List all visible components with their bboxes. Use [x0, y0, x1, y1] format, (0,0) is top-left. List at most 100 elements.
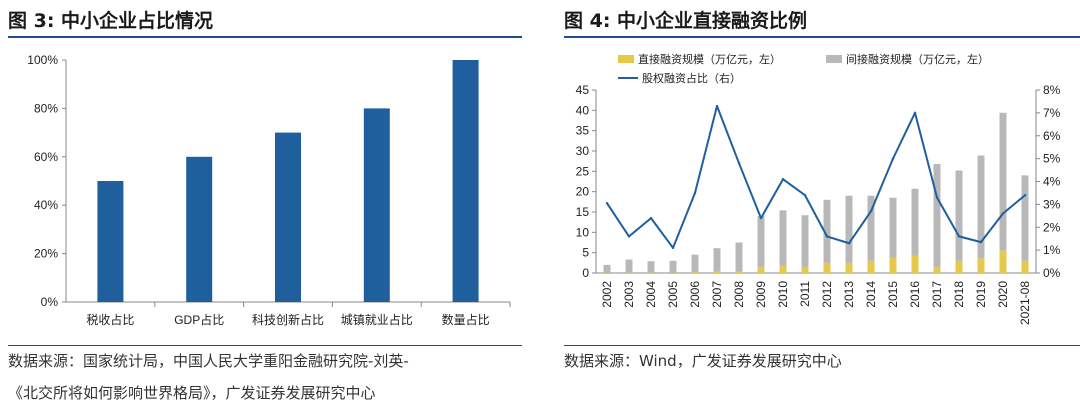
direct-bar: [977, 258, 985, 273]
indirect-bar: [603, 264, 611, 273]
indirect-bar: [779, 210, 787, 266]
right-source-line: 数据来源：Wind，广发证券发展研究中心: [564, 352, 842, 370]
direct-bar: [823, 262, 831, 273]
left-x-tick-label: 城镇就业占比: [341, 312, 413, 327]
left-source-line-1: 数据来源：国家统计局，中国人民大学重阳金融研究院-刘英-: [8, 352, 409, 370]
indirect-bar: [911, 188, 919, 256]
right-x-tick-label: 2005: [666, 281, 680, 308]
left-y-tick-label: 60%: [34, 150, 58, 164]
equity-ratio-point: [671, 246, 675, 250]
right-x-tick-label: 2009: [754, 281, 768, 308]
equity-ratio-point: [649, 216, 653, 220]
right-x-tick-label: 2003: [622, 281, 636, 308]
equity-ratio-point: [891, 157, 895, 160]
equity-ratio-point: [935, 196, 939, 199]
equity-ratio-point: [979, 240, 983, 244]
left-bar: [275, 132, 301, 302]
equity-ratio-point: [737, 162, 741, 165]
indirect-bar: [735, 242, 743, 272]
equity-ratio-point: [781, 178, 785, 181]
left-axis-tick-label: 45: [576, 83, 590, 97]
left-title-rule: [8, 36, 522, 38]
right-combo-chart: 直接融资规模（万亿元，左） 间接融资规模（万亿元，左） 股权融资占比（右） 0 5 10 1…: [576, 52, 1061, 325]
equity-ratio-point: [759, 216, 763, 220]
direct-bar: [845, 262, 853, 273]
direct-bar: [735, 271, 743, 273]
left-x-tick-label: 数量占比: [442, 312, 490, 327]
left-axis-tick-label: 0: [582, 266, 589, 280]
left-axis-tick-label: 35: [576, 124, 590, 138]
indirect-bar: [713, 248, 721, 271]
equity-ratio-point: [605, 202, 609, 205]
indirect-bar: [669, 260, 677, 273]
indirect-bar: [757, 216, 765, 267]
left-source-rule: [8, 345, 522, 346]
indirect-bar: [977, 155, 985, 259]
right-figure-panel: 图 4: 中小企业直接融资比例 直接融资规模（万亿元，左） 间接融资规模（万亿元，…: [556, 0, 1080, 413]
right-axis-tick-label: 4%: [1043, 175, 1061, 189]
left-y-tick-label: 20%: [34, 247, 58, 261]
indirect-bar: [823, 199, 831, 263]
right-x-tick-label: 2008: [732, 281, 746, 308]
right-axis-tick-label: 7%: [1043, 106, 1061, 120]
indirect-bar: [801, 215, 809, 267]
left-figure-panel: 图 3: 中小企业占比情况 0% 20% 40% 60% 80% 100% 税收占比 GDP占…: [0, 0, 530, 413]
right-x-tick-label: 2019: [974, 281, 988, 308]
direct-bar: [801, 266, 809, 273]
indirect-bar: [647, 261, 655, 273]
left-y-tick-label: 80%: [34, 101, 58, 115]
legend-equity-label: 股权融资占比（右）: [642, 71, 741, 85]
left-y-tick-label: 0%: [41, 295, 59, 309]
left-axis-tick-label: 15: [576, 205, 590, 219]
left-axis-tick-label: 40: [576, 103, 590, 117]
right-figure-title: 图 4: 中小企业直接融资比例: [564, 10, 808, 32]
direct-bar: [911, 255, 919, 273]
direct-bar: [691, 272, 699, 273]
direct-bar: [955, 260, 963, 273]
direct-bar: [999, 250, 1007, 273]
right-axis-tick-label: 3%: [1043, 197, 1061, 211]
left-axis-tick-label: 30: [576, 144, 590, 158]
left-axis-tick-label: 20: [576, 185, 590, 199]
right-x-tick-label: 2015: [886, 281, 900, 308]
legend-direct-swatch: [618, 55, 634, 63]
left-bar: [363, 108, 390, 303]
direct-bar: [779, 265, 787, 273]
left-x-tick-label: GDP占比: [174, 312, 224, 327]
left-bar-chart: 0% 20% 40% 60% 80% 100% 税收占比 GDP占比 科技创新占比 城镇就业占比 数…: [27, 53, 511, 327]
indirect-bar: [889, 197, 897, 258]
equity-ratio-point: [1001, 212, 1005, 215]
indirect-bar: [933, 164, 941, 267]
left-bar: [452, 60, 479, 302]
right-x-tick-label: 2013: [842, 281, 856, 308]
indirect-bar: [867, 195, 875, 261]
indirect-bar: [1021, 175, 1029, 261]
indirect-bar: [999, 112, 1007, 251]
right-source-rule: [564, 345, 1080, 346]
left-bar: [97, 181, 124, 302]
equity-ratio-point: [715, 104, 719, 108]
right-axis-tick-label: 2%: [1043, 220, 1061, 234]
indirect-bar: [691, 254, 699, 273]
right-x-tick-label: 2012: [820, 281, 834, 308]
right-axis-tick-label: 6%: [1043, 129, 1061, 143]
direct-bar: [713, 270, 721, 273]
right-x-tick-label: 2007: [710, 281, 724, 308]
indirect-bar: [955, 170, 963, 261]
equity-ratio-point: [627, 235, 631, 238]
equity-ratio-point: [803, 194, 807, 197]
equity-ratio-point: [869, 210, 873, 213]
direct-bar: [933, 266, 941, 273]
right-x-tick-label: 2010: [776, 281, 790, 308]
right-x-tick-label: 2017: [930, 281, 944, 308]
left-y-tick-label: 100%: [27, 53, 58, 67]
left-axis-tick-label: 25: [576, 164, 590, 178]
direct-bar: [889, 257, 897, 273]
direct-bar: [757, 266, 765, 273]
left-axis-tick-label: 5: [582, 246, 589, 260]
indirect-bar: [845, 195, 853, 263]
left-y-tick-label: 40%: [34, 198, 58, 212]
equity-ratio-point: [825, 235, 829, 238]
right-x-tick-label: 2016: [908, 281, 922, 308]
legend-direct-label: 直接融资规模（万亿元，左）: [638, 52, 781, 66]
